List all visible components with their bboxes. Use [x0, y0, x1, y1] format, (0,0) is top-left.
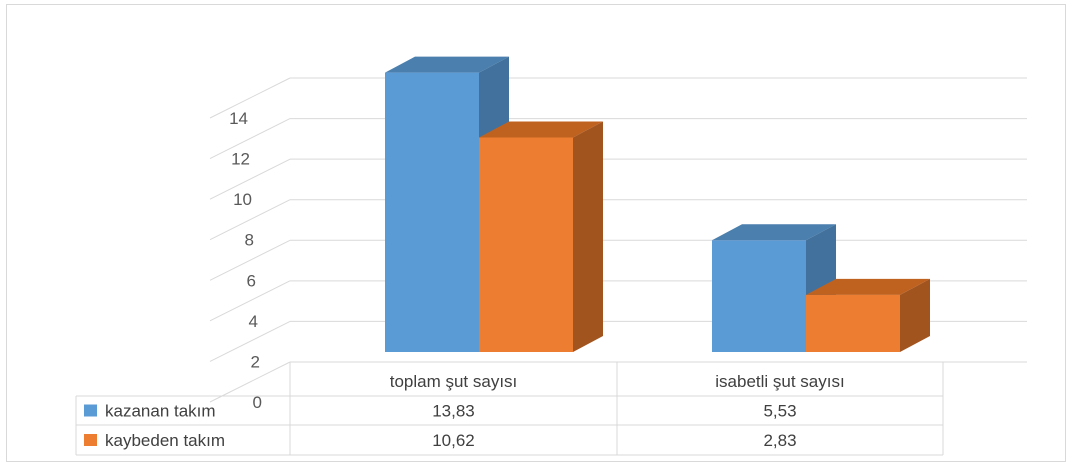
gridline-side [209, 320, 291, 362]
y-tick-label: 4 [249, 312, 258, 331]
bar-front [712, 240, 806, 352]
bar-side [900, 278, 930, 352]
bar-front [479, 137, 573, 352]
bar-top [479, 121, 603, 138]
y-tick-label: 10 [233, 190, 252, 209]
gridline-side [209, 199, 291, 241]
table-value: 2,83 [763, 431, 796, 450]
bar-front [385, 72, 479, 352]
y-tick-label: 12 [231, 150, 250, 169]
table-value: 13,83 [432, 402, 475, 421]
y-tick-label: 2 [251, 352, 260, 371]
gridline-side [209, 239, 291, 281]
table-value: 10,62 [432, 431, 475, 450]
gridline-side [209, 158, 291, 200]
gridline-side [209, 280, 291, 322]
table-series-label: kaybeden takım [105, 431, 225, 450]
gridline-side [209, 118, 291, 160]
table-value: 5,53 [763, 402, 796, 421]
table-series-label: kazanan takım [105, 402, 216, 421]
bar-top [806, 278, 930, 295]
gridline-side [209, 361, 291, 403]
y-tick-label: 14 [229, 109, 248, 128]
table-category-label: isabetli şut sayısı [715, 372, 844, 391]
legend-key [84, 434, 97, 446]
table-category-label: toplam şut sayısı [390, 372, 518, 391]
bar-side [573, 121, 603, 352]
bar-front [806, 294, 900, 352]
y-tick-label: 8 [245, 231, 254, 250]
y-tick-label: 6 [247, 271, 256, 290]
bar-top [385, 56, 509, 73]
legend-key [84, 404, 97, 417]
gridline-side [209, 77, 291, 119]
y-tick-label: 0 [253, 393, 262, 412]
bar-top [712, 224, 836, 241]
